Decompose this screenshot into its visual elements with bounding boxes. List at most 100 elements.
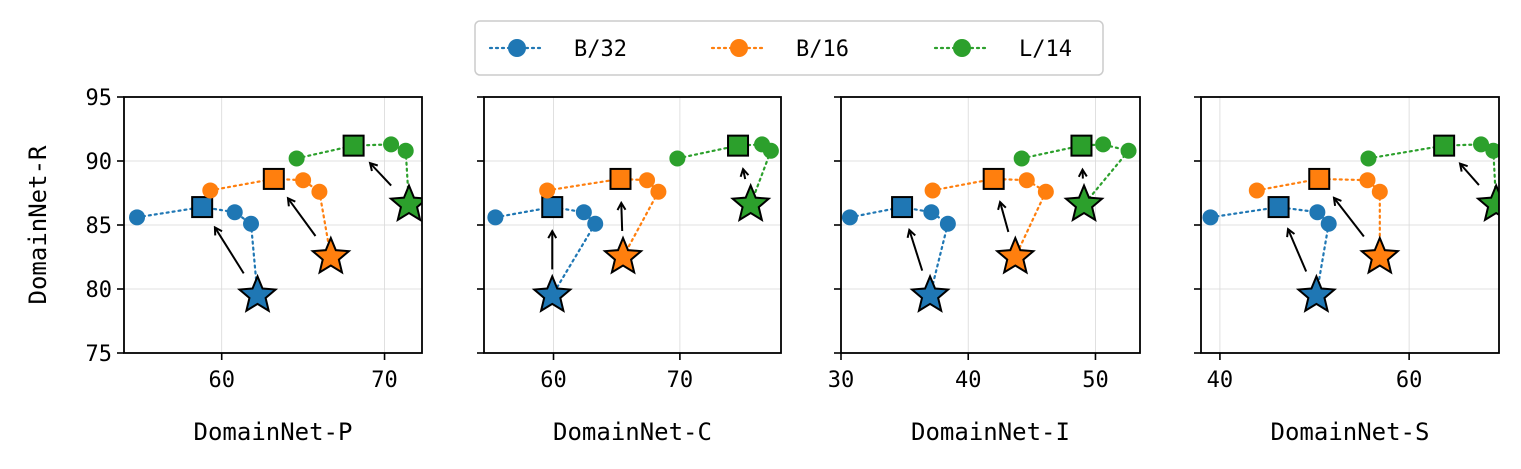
data-point	[1485, 142, 1499, 159]
legend-item-l-14: L/14	[933, 37, 1072, 62]
star-marker	[531, 273, 573, 313]
data-point	[1320, 215, 1337, 232]
star-marker	[1063, 182, 1105, 223]
square-marker	[1433, 134, 1456, 157]
legend-box	[474, 20, 1104, 76]
legend: B/32 B/16 L/14	[474, 20, 1104, 76]
x-axis-label: DomainNet-S	[1271, 418, 1430, 446]
square-marker	[1267, 196, 1290, 219]
data-point	[1202, 209, 1219, 226]
panel-domainnet-p: 75 80 85 90 95 60 70 DomainNet-P DomainNet-R	[24, 86, 423, 446]
x-tick-label: 70	[371, 368, 398, 393]
square-marker	[891, 196, 914, 219]
data-point	[575, 204, 592, 221]
data-point	[1309, 204, 1326, 221]
star-marker	[236, 273, 279, 313]
legend-item-b-16: B/16	[710, 37, 849, 62]
data-point	[1360, 150, 1377, 167]
series-l-14	[1013, 134, 1137, 223]
y-tick-label: 85	[86, 214, 113, 239]
square-marker	[541, 196, 564, 219]
x-tick-label: 40	[1207, 368, 1234, 393]
series-b-32	[1202, 196, 1337, 313]
star-marker	[1475, 182, 1499, 223]
x-tick-label: 60	[208, 368, 235, 393]
grid	[124, 96, 422, 354]
series-line	[209, 177, 321, 193]
data-point	[539, 182, 556, 199]
series-b-32	[841, 196, 956, 313]
series-line	[1255, 177, 1381, 193]
arrow	[909, 230, 924, 271]
plot-area	[841, 134, 1137, 313]
arrow	[743, 169, 745, 180]
data-point	[1095, 136, 1112, 153]
square-marker	[1308, 167, 1331, 190]
star-marker	[1295, 273, 1337, 313]
series-b-16	[1248, 167, 1401, 275]
plot-area	[1202, 134, 1499, 313]
data-point	[1037, 183, 1054, 200]
series-b-16	[202, 167, 352, 275]
star-marker	[388, 182, 422, 223]
x-tick-label: 30	[828, 368, 855, 393]
square-marker	[727, 134, 750, 157]
series-line	[546, 177, 660, 193]
series-line-to-star	[1082, 149, 1130, 206]
x-axis-label: DomainNet-I	[911, 418, 1070, 446]
data-point	[1473, 136, 1490, 153]
data-point	[1013, 150, 1030, 167]
data-point	[243, 215, 260, 232]
data-point	[1018, 172, 1035, 189]
star-marker	[310, 235, 352, 275]
data-point	[841, 209, 858, 226]
x-tick-label: 70	[667, 368, 694, 393]
data-point	[1120, 142, 1137, 159]
data-point	[650, 183, 667, 200]
data-point	[939, 215, 956, 232]
series-line	[135, 205, 253, 225]
series-line	[494, 205, 597, 225]
data-point	[226, 204, 243, 221]
series-b-32	[487, 196, 604, 313]
x-tick-label: 40	[955, 368, 982, 393]
series-b-16	[539, 167, 667, 275]
star-marker	[730, 182, 772, 223]
data-point	[1371, 183, 1388, 200]
series-line	[931, 177, 1047, 193]
data-point	[639, 172, 656, 189]
data-point	[295, 172, 312, 189]
square-marker	[342, 134, 365, 157]
x-axis-label: DomainNet-C	[553, 418, 712, 446]
series-l-14	[669, 134, 779, 223]
square-marker	[1070, 134, 1093, 157]
y-axis-label: DomainNet-R	[24, 145, 52, 304]
data-point	[587, 215, 604, 232]
legend-label: L/14	[1019, 37, 1072, 62]
arrow	[621, 203, 622, 232]
data-point	[288, 150, 305, 167]
series-b-32	[129, 196, 279, 313]
square-marker	[191, 196, 214, 219]
series-line-to-star	[551, 222, 597, 297]
x-tick-label: 60	[540, 368, 567, 393]
data-point	[129, 209, 146, 226]
series-line-to-star	[1014, 190, 1047, 259]
legend-marker	[953, 39, 971, 57]
arrow	[370, 163, 392, 187]
series-l-14	[1360, 134, 1499, 223]
legend-marker	[730, 39, 748, 57]
legend-marker	[508, 39, 526, 57]
plot-area	[129, 134, 422, 313]
arrow	[1288, 229, 1308, 272]
arrow	[288, 198, 317, 237]
chart-panels: 75 80 85 90 95 60 70 DomainNet-P DomainNet-R 60 70…	[24, 86, 1500, 446]
panel-domainnet-i: 30 40 50 DomainNet-I	[828, 96, 1141, 446]
arrow	[1334, 198, 1365, 238]
y-tick-label: 90	[86, 150, 113, 175]
data-point	[383, 136, 400, 153]
arrow	[1000, 202, 1010, 233]
data-point	[924, 182, 941, 199]
grid	[840, 96, 1140, 354]
arrow	[215, 227, 245, 274]
